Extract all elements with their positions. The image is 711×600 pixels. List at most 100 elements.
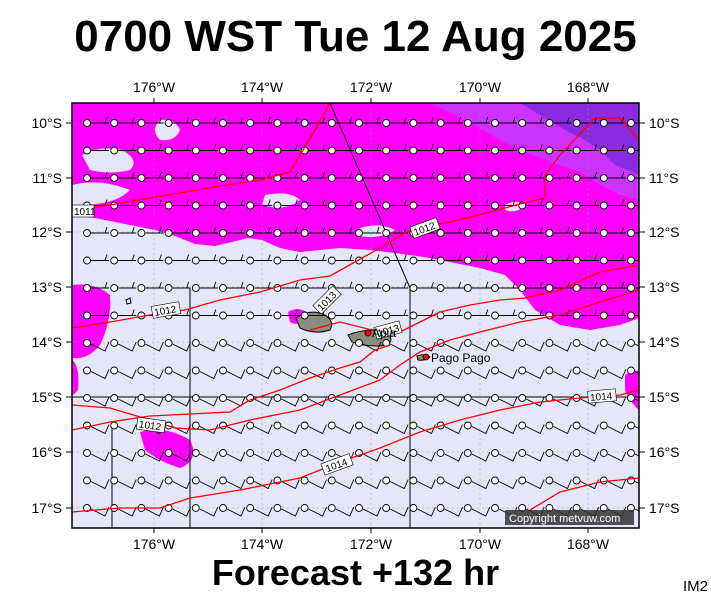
station-circle [409, 339, 418, 347]
station-circle [300, 256, 309, 265]
station-circle [409, 366, 418, 375]
wind-barb [308, 144, 327, 151]
station-circle [463, 449, 472, 457]
station-circle [164, 476, 173, 485]
wind-barb [471, 451, 491, 462]
station-circle [327, 201, 336, 210]
wind-barb [499, 144, 517, 151]
wind-barb [172, 479, 192, 490]
station-circle [246, 201, 255, 210]
wind-barb [199, 116, 218, 124]
wind-barb [199, 309, 218, 316]
wind-barb [281, 396, 300, 407]
station-circle [518, 229, 527, 237]
station-circle [572, 476, 581, 485]
station-circle [409, 394, 418, 402]
wind-barb [254, 144, 273, 151]
wind-barb [145, 396, 164, 407]
station-circle [137, 146, 146, 155]
wind-barb [362, 341, 382, 352]
station-circle [409, 174, 418, 182]
station-circle [164, 256, 173, 265]
wind-barb [471, 479, 491, 490]
station-circle [572, 201, 581, 210]
station-circle [164, 339, 173, 347]
wind-barb [471, 506, 491, 517]
station-circle [246, 476, 255, 485]
wind-barb [308, 341, 328, 352]
lat-label: 14°S [31, 334, 62, 350]
wind-barb [498, 451, 518, 462]
station-circle [300, 119, 309, 127]
wind-barb [281, 341, 300, 352]
wind-barb [118, 171, 137, 179]
isobars [72, 103, 639, 513]
station-circle [409, 504, 418, 512]
wind-barb [417, 144, 436, 151]
wind-barb [118, 309, 137, 316]
wind-barb [389, 451, 409, 462]
station-circle [409, 449, 418, 457]
wind-barb [172, 281, 191, 289]
station-circle [627, 311, 635, 320]
wind-barb [390, 309, 409, 316]
station-circle [572, 119, 581, 127]
wind-barb [145, 171, 164, 179]
wind-barb [607, 199, 626, 206]
wind-barb [253, 451, 273, 462]
station-circle [382, 504, 391, 512]
station-circle [355, 119, 363, 127]
wind-barb [172, 226, 191, 234]
station-circle [409, 119, 418, 127]
lat-label: 13°S [31, 279, 62, 295]
station-circle [627, 339, 635, 347]
station-circle [463, 311, 472, 320]
station-circle [518, 449, 527, 457]
wind-barb [635, 205, 639, 206]
station-circle [382, 366, 391, 375]
wind-barb [363, 226, 381, 234]
station-circle [463, 476, 472, 485]
station-circle [355, 201, 363, 210]
wind-barb [254, 281, 273, 289]
station-circle [219, 476, 227, 485]
copyright-badge: Copyright metvuw.com [505, 510, 634, 525]
station-circle [137, 174, 146, 182]
wind-barb [635, 315, 639, 316]
station-circle [219, 449, 227, 457]
station-circle [627, 366, 635, 375]
station-circle [164, 146, 173, 155]
station-circle [491, 119, 499, 127]
station-circle [518, 394, 527, 402]
wind-barb [499, 226, 517, 234]
wind-barb [390, 144, 409, 151]
pago-pago-marker-icon [422, 353, 430, 361]
station-circle [436, 366, 445, 375]
station-circle [572, 174, 581, 182]
station-circle [382, 394, 391, 402]
station-circle [382, 146, 391, 155]
station-circle [137, 394, 146, 402]
station-circle [382, 201, 391, 210]
wind-barb [444, 369, 464, 380]
wind-barb [607, 369, 627, 380]
station-circle [191, 476, 200, 485]
wind-barb [226, 451, 246, 462]
wind-barb [607, 116, 626, 124]
station-circle [518, 311, 527, 320]
station-circle [463, 421, 472, 430]
station-circle [599, 119, 608, 127]
station-circle [246, 311, 255, 320]
wind-barb [281, 199, 300, 206]
wind-barb [172, 171, 191, 179]
wind-barb [145, 144, 164, 151]
wind-barb [525, 369, 545, 380]
wind-barb [580, 281, 599, 289]
wind-barb [417, 396, 436, 407]
station-circle [491, 201, 499, 210]
wind-barb [499, 309, 517, 316]
station-circle [545, 476, 554, 485]
wind-barb [281, 226, 300, 234]
station-circle [83, 476, 91, 485]
station-circle [327, 256, 336, 265]
